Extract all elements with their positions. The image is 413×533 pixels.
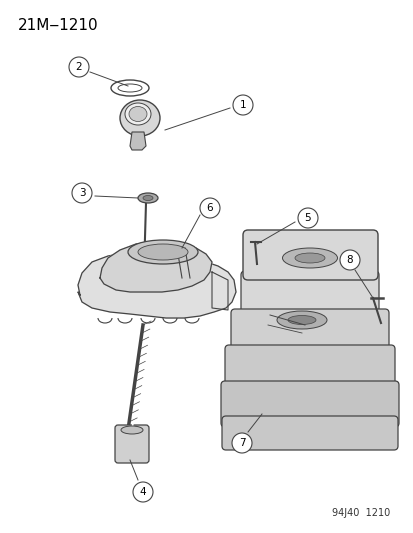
Ellipse shape (276, 311, 326, 329)
Text: 5: 5 (304, 213, 311, 223)
Circle shape (339, 250, 359, 270)
Text: 2: 2 (76, 62, 82, 72)
FancyBboxPatch shape (221, 381, 398, 427)
Circle shape (297, 208, 317, 228)
Ellipse shape (129, 107, 147, 122)
Ellipse shape (287, 316, 315, 325)
Circle shape (133, 482, 153, 502)
Ellipse shape (138, 244, 188, 260)
Ellipse shape (120, 100, 159, 136)
Ellipse shape (142, 196, 153, 200)
Text: 7: 7 (238, 438, 245, 448)
Ellipse shape (138, 193, 158, 203)
Text: 1: 1 (239, 100, 246, 110)
Ellipse shape (121, 426, 142, 434)
Text: 6: 6 (206, 203, 213, 213)
FancyBboxPatch shape (240, 271, 378, 317)
Text: 8: 8 (346, 255, 352, 265)
FancyBboxPatch shape (224, 345, 394, 389)
Polygon shape (78, 252, 235, 318)
FancyBboxPatch shape (230, 309, 388, 353)
Polygon shape (100, 242, 211, 292)
Text: 4: 4 (139, 487, 146, 497)
FancyBboxPatch shape (115, 425, 149, 463)
FancyBboxPatch shape (242, 230, 377, 280)
FancyBboxPatch shape (221, 416, 397, 450)
Polygon shape (130, 132, 146, 150)
Text: 94J40  1210: 94J40 1210 (331, 508, 389, 518)
Text: 3: 3 (78, 188, 85, 198)
Text: 21M‒1210: 21M‒1210 (18, 18, 98, 33)
Ellipse shape (282, 248, 337, 268)
Circle shape (233, 95, 252, 115)
Ellipse shape (125, 103, 151, 125)
Circle shape (199, 198, 219, 218)
Circle shape (72, 183, 92, 203)
Circle shape (69, 57, 89, 77)
Ellipse shape (294, 253, 324, 263)
Circle shape (231, 433, 252, 453)
Ellipse shape (128, 240, 197, 264)
